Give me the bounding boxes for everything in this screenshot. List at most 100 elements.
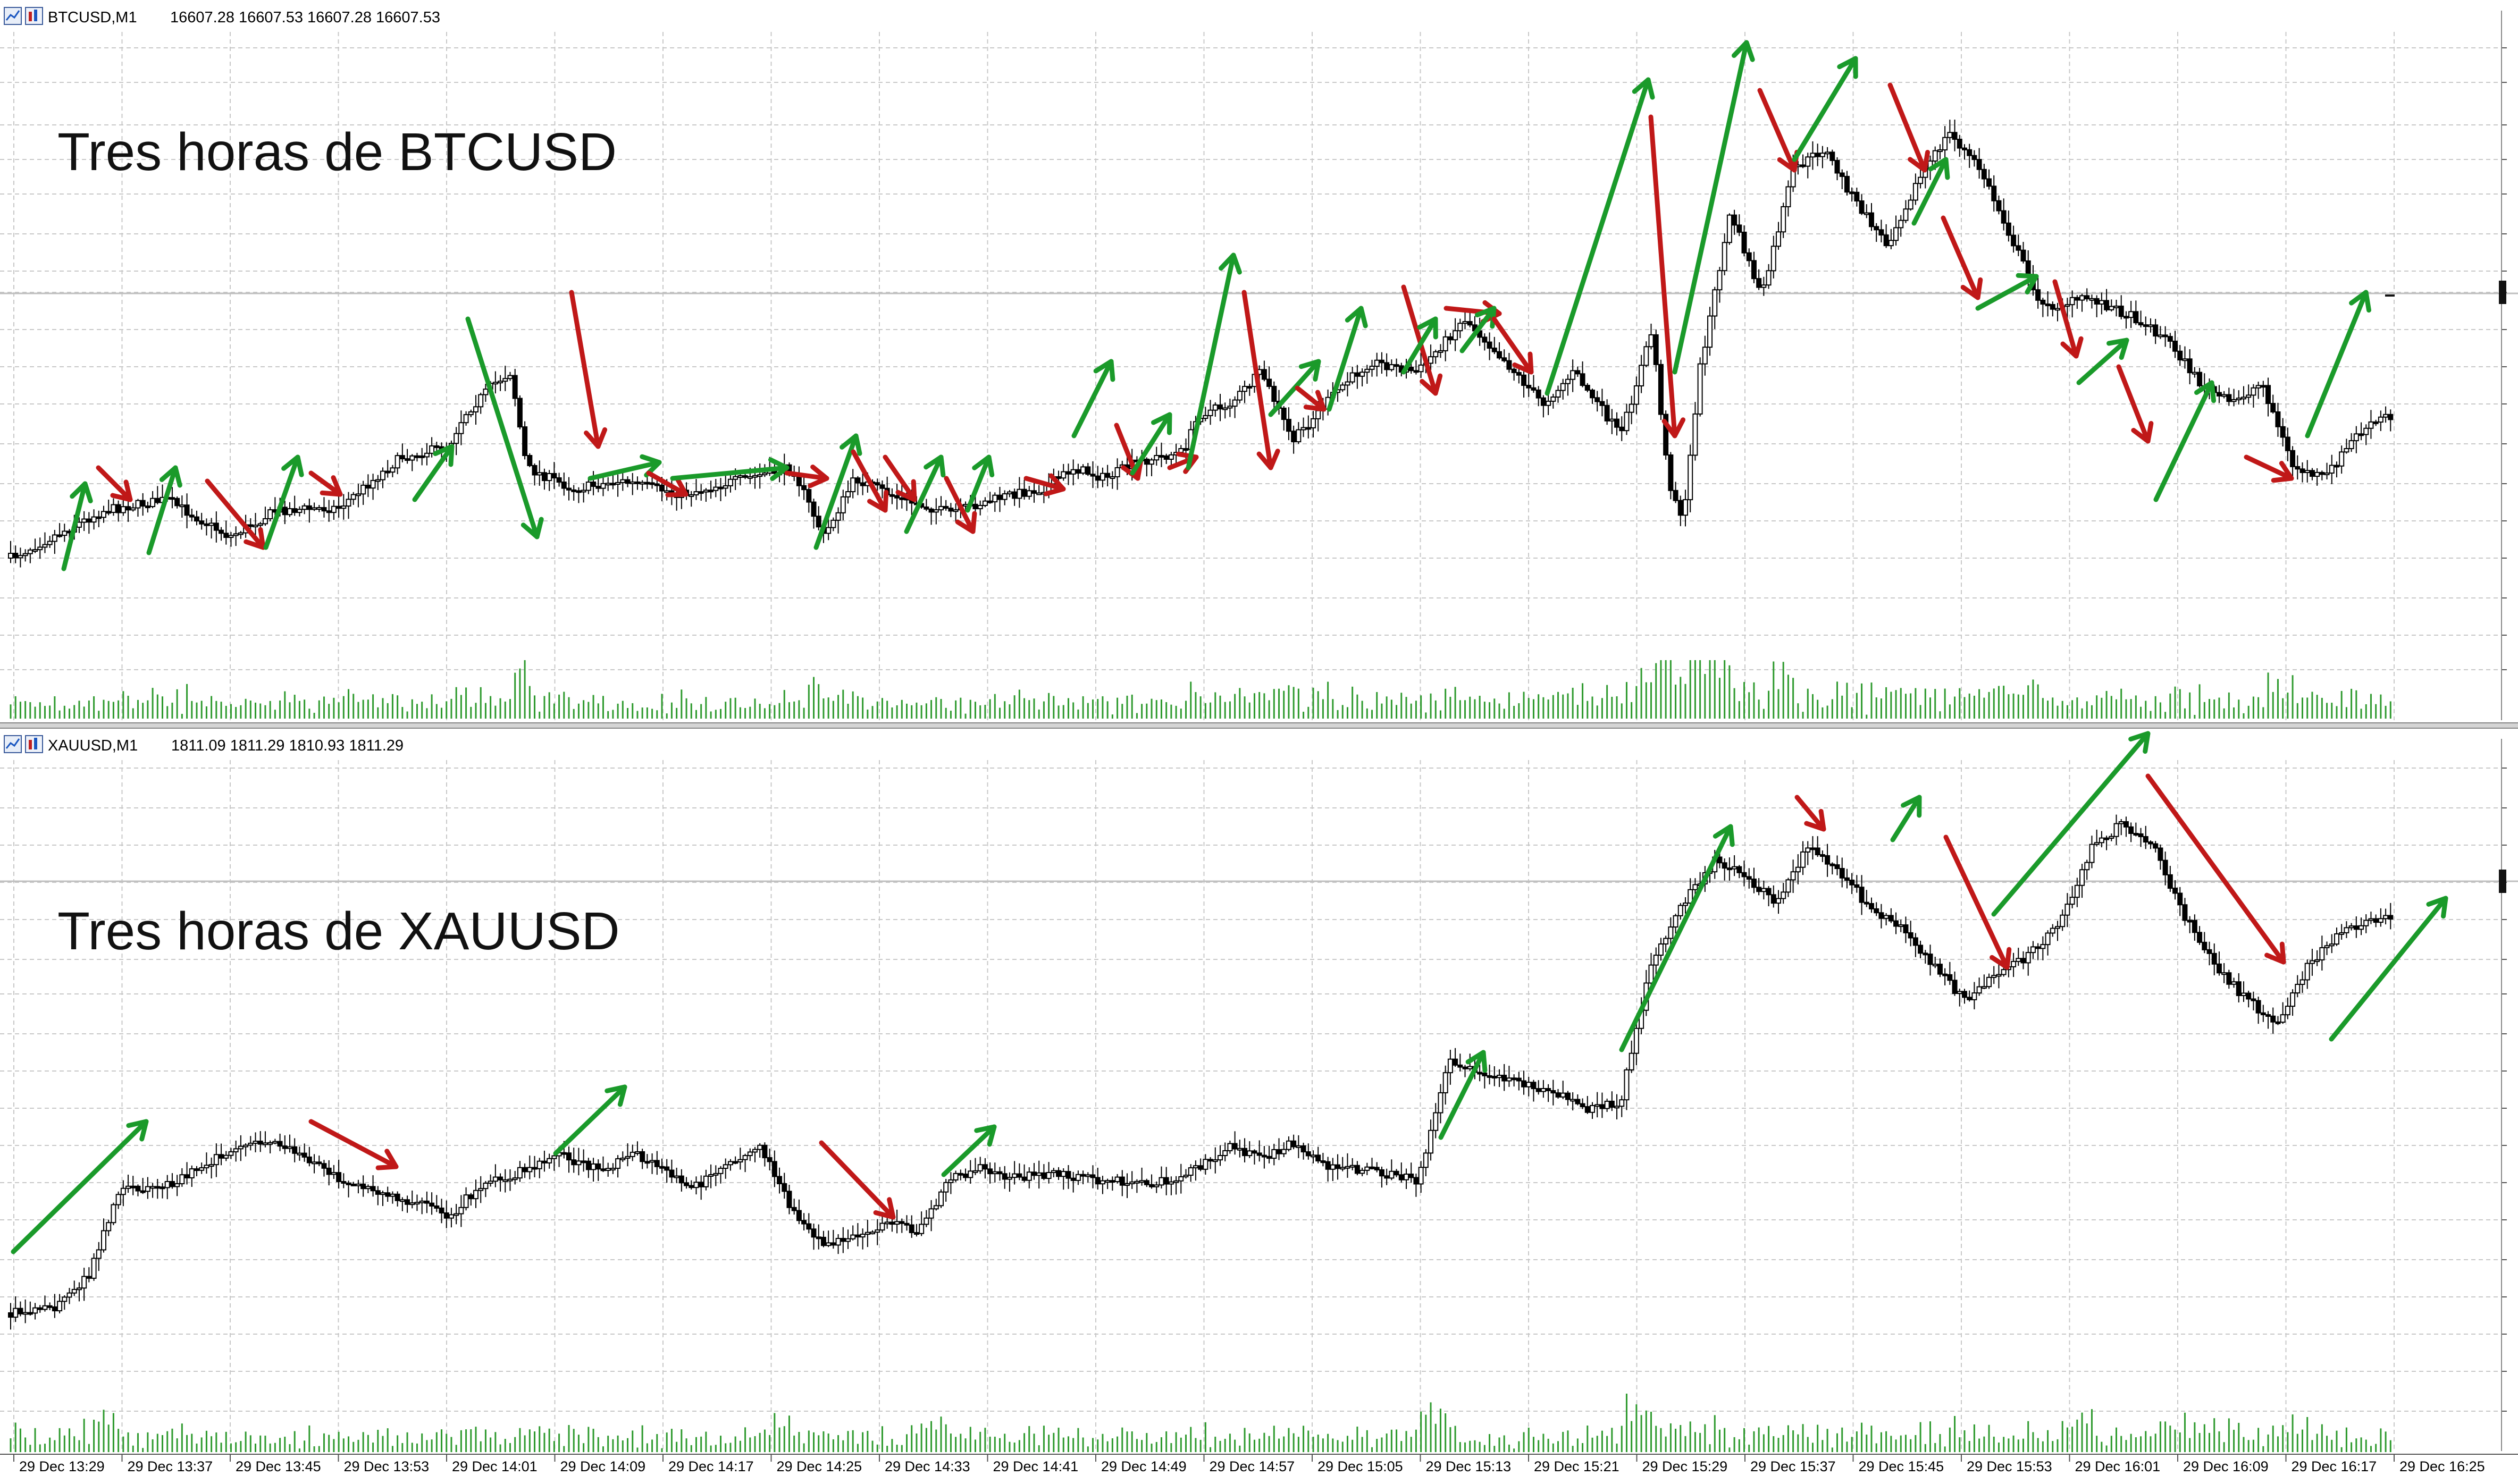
candle-bear — [2246, 992, 2252, 1000]
candle-bear — [1540, 397, 1546, 406]
candle-bull — [703, 1175, 709, 1187]
candle-bull — [47, 541, 53, 545]
candle-bear — [1095, 475, 1101, 481]
candle-bear — [1971, 155, 1977, 161]
candle-bull — [1903, 208, 1909, 221]
candle-bull — [870, 1232, 876, 1235]
time-tick-label: 29 Dec 16:01 — [2075, 1458, 2161, 1474]
pane-divider[interactable] — [0, 723, 2518, 728]
candle-bear — [811, 501, 817, 517]
candle-bear — [1868, 212, 1874, 227]
candle-bear — [2016, 245, 2021, 251]
candle-bear — [405, 458, 410, 461]
up-arrow — [2076, 338, 2129, 385]
time-axis[interactable]: 29 Dec 13:29 29 Dec 13:37 29 Dec 13:45 29 D… — [13, 1454, 2485, 1474]
candle-bull — [1540, 1088, 1546, 1092]
candle-bull — [1761, 284, 1767, 288]
candle-bull — [228, 1151, 234, 1156]
candle-bull — [1002, 493, 1008, 500]
candle-bear — [140, 500, 146, 507]
candle-bear — [2353, 925, 2359, 930]
candle-bear — [414, 455, 420, 458]
chart-type-icon[interactable] — [25, 7, 43, 25]
candle-bull — [71, 1288, 77, 1294]
candle-bull — [928, 1208, 934, 1219]
candle-bear — [2143, 836, 2148, 843]
arrow-head — [2194, 380, 2217, 403]
candle-bull — [458, 1207, 464, 1215]
candle-bear — [816, 1236, 821, 1240]
candle-bull — [1349, 372, 1355, 383]
candle-bull — [992, 494, 998, 503]
candle-bull — [1688, 889, 1693, 904]
arrow-shaft — [2244, 454, 2294, 481]
candle-bull — [2339, 932, 2345, 935]
candle-bull — [1442, 336, 1448, 351]
candle-bear — [1065, 1171, 1071, 1179]
candle-bear — [1511, 1077, 1517, 1081]
down-arrow — [1887, 82, 1931, 173]
candle-bull — [625, 1156, 631, 1159]
candle-bear — [52, 1306, 57, 1312]
arrow-head — [2128, 731, 2151, 754]
candle-bear — [1859, 887, 1865, 903]
arrow-head — [433, 444, 455, 467]
candle-bull — [483, 389, 489, 395]
candle-bear — [522, 1167, 528, 1173]
arrow-head — [1804, 808, 1826, 832]
arrow-head — [867, 490, 889, 513]
candle-bull — [248, 1142, 254, 1146]
candle-bear — [2035, 946, 2041, 949]
candle-bull — [1061, 471, 1067, 479]
down-arrow — [1023, 473, 1066, 496]
candle-bull — [1947, 132, 1953, 138]
xauusd-chart-pane[interactable]: XAUUSD,M1 1811.09 1811.29 1810.93 1811.2… — [0, 731, 2518, 1452]
candle-bear — [370, 1186, 376, 1192]
candle-bear — [571, 489, 577, 492]
candle-bull — [864, 1232, 870, 1235]
btcusd-chart-pane[interactable]: BTCUSD,M1 16607.28 16607.53 16607.28 166… — [0, 7, 2518, 720]
arrow-head — [840, 433, 862, 456]
candle-bull — [1648, 334, 1654, 348]
chart-window-icon[interactable] — [4, 7, 22, 25]
candle-bull — [512, 1177, 518, 1181]
candle-bull — [2050, 928, 2055, 934]
candle-bull — [1589, 1104, 1595, 1113]
candle-bull — [2295, 983, 2301, 994]
candle-bull — [727, 478, 733, 486]
candle-bull — [1051, 1170, 1056, 1173]
candle-bear — [771, 1161, 777, 1177]
candle-bear — [282, 507, 288, 516]
candle-bull — [1149, 459, 1155, 465]
candle-bear — [1521, 1080, 1527, 1087]
candle-bear — [512, 375, 518, 399]
candle-bull — [2383, 915, 2389, 920]
arrow-shaft — [1887, 82, 1927, 173]
candle-bull — [2001, 969, 2007, 975]
candle-bull — [1550, 397, 1556, 402]
candle-bull — [2240, 992, 2246, 997]
arrow-head — [1837, 56, 1858, 79]
candle-bear — [1819, 854, 1825, 857]
candle-bear — [566, 487, 572, 491]
chart-window-icon[interactable] — [4, 735, 22, 753]
candle-bear — [1981, 168, 1987, 180]
candle-bull — [22, 1312, 28, 1315]
candle-bear — [581, 1160, 586, 1163]
candle-bear — [2084, 295, 2090, 300]
btcusd-volume-bars — [10, 660, 2391, 719]
candle-bear — [1815, 847, 1820, 855]
candle-bull — [1447, 1058, 1453, 1074]
chart-type-icon[interactable] — [25, 735, 43, 753]
candle-bull — [208, 522, 214, 526]
arrow-head — [320, 475, 343, 497]
candle-bear — [1961, 991, 1967, 998]
candle-bull — [2339, 451, 2345, 467]
arrow-head — [375, 1149, 399, 1170]
candle-bull — [551, 1155, 557, 1159]
candle-bull — [1555, 390, 1561, 398]
candle-bull — [1673, 915, 1678, 928]
candle-bear — [684, 1182, 690, 1186]
candle-bear — [1531, 387, 1537, 391]
